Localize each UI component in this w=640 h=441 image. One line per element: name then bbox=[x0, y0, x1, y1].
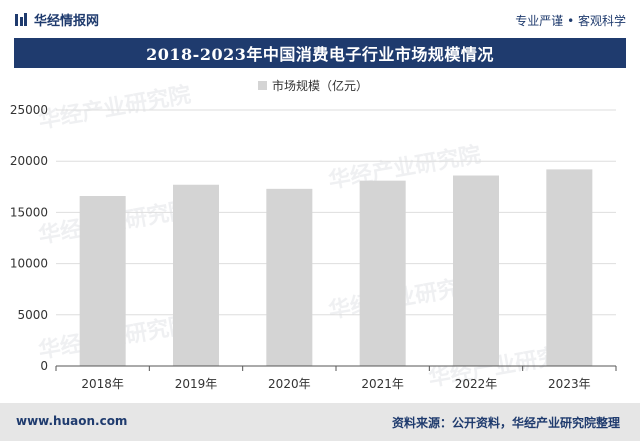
x-tick-label: 2023年 bbox=[548, 377, 591, 391]
top-bar: 华经情报网 专业严谨 • 客观科学 bbox=[0, 0, 640, 38]
brand-name: 华经情报网 bbox=[34, 14, 100, 29]
bar-2022年 bbox=[453, 175, 499, 366]
x-tick-label: 2022年 bbox=[455, 377, 498, 391]
x-tick-label: 2020年 bbox=[268, 377, 311, 391]
x-tick-label: 2018年 bbox=[81, 377, 124, 391]
legend-swatch bbox=[258, 81, 267, 90]
footer-url: www.huaon.com bbox=[16, 414, 128, 428]
y-axis: 0 5000 10000 15000 20000 25000 bbox=[10, 103, 48, 373]
chart-area: 华经产业研究院华经产业研究院华经产业研究院华经产业研究院华经产业研究院华经产业研… bbox=[0, 68, 640, 403]
footer: www.huaon.com 资料来源：公开资料，华经产业研究院整理 bbox=[0, 403, 640, 441]
x-tick-label: 2019年 bbox=[175, 377, 218, 391]
y-tick-label: 10000 bbox=[10, 257, 48, 271]
bar-2021年 bbox=[359, 180, 406, 366]
bar-2023年 bbox=[546, 169, 593, 366]
x-tick-label: 2021年 bbox=[361, 377, 404, 391]
tagline: 专业严谨 • 客观科学 bbox=[515, 14, 626, 28]
chart-title: 2018-2023年中国消费电子行业市场规模情况 bbox=[146, 45, 494, 64]
grid-lines bbox=[56, 109, 616, 316]
legend-label: 市场规模（亿元） bbox=[272, 78, 368, 93]
footer-source: 资料来源：公开资料，华经产业研究院整理 bbox=[391, 416, 620, 430]
y-tick-label: 20000 bbox=[10, 154, 48, 168]
legend: 市场规模（亿元） bbox=[258, 78, 368, 93]
bar-2020年 bbox=[266, 188, 313, 366]
y-tick-label: 0 bbox=[40, 359, 48, 373]
bar-2019年 bbox=[173, 184, 219, 366]
x-axis: 2018年 2019年 2020年 2021年 2022年 2023年 bbox=[55, 365, 617, 391]
y-tick-label: 15000 bbox=[10, 205, 48, 219]
watermark-text: 华经产业研究院 bbox=[37, 82, 193, 134]
brand: 华经情报网 bbox=[14, 10, 99, 29]
bar-series bbox=[79, 169, 593, 366]
chart-title-bar: 2018-2023年中国消费电子行业市场规模情况 bbox=[14, 38, 626, 68]
y-tick-label: 25000 bbox=[10, 103, 48, 117]
bar-chart: 华经产业研究院华经产业研究院华经产业研究院华经产业研究院华经产业研究院华经产业研… bbox=[10, 78, 617, 392]
y-tick-label: 5000 bbox=[17, 308, 48, 322]
bar-2018年 bbox=[79, 196, 126, 366]
brand-logo-icon bbox=[15, 12, 27, 26]
